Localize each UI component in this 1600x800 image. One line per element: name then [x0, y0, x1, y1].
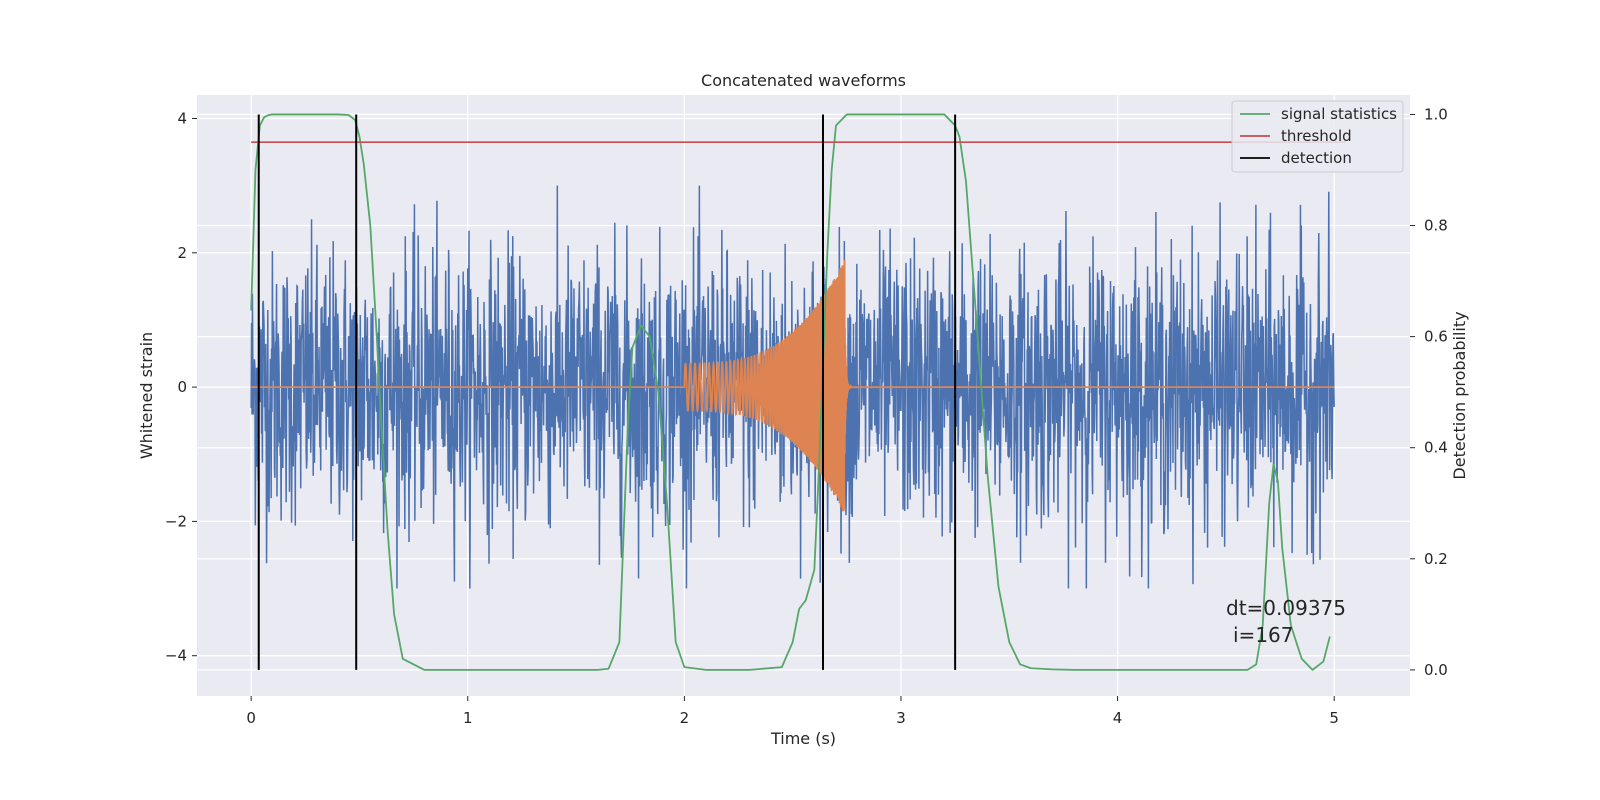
legend-label: detection — [1281, 149, 1352, 167]
legend-label: threshold — [1281, 127, 1352, 145]
x-tick-label: 5 — [1329, 709, 1339, 727]
ticks: 0 1 2 3 4 5 −4 −2 0 2 4 0.0 0.2 0.4 0.6 0.8 1.0 — [165, 105, 1448, 727]
template-series — [251, 259, 1335, 512]
y2-tick-label: 0.6 — [1424, 328, 1448, 346]
y-tick-label: −4 — [165, 647, 187, 665]
annotation-dt: dt=0.09375 — [1226, 596, 1346, 620]
y-tick-label: 0 — [177, 378, 187, 396]
y2-tick-label: 0.0 — [1424, 661, 1448, 679]
y2-tick-label: 0.8 — [1424, 217, 1448, 235]
chart-title: Concatenated waveforms — [701, 71, 906, 90]
y2-tick-label: 0.4 — [1424, 439, 1448, 457]
signal-statistics-line — [250, 113, 1331, 671]
data-layer — [250, 113, 1346, 671]
x-tick-label: 3 — [896, 709, 906, 727]
x-tick-label: 2 — [680, 709, 690, 727]
legend: signal statistics threshold detection — [1231, 100, 1404, 173]
x-tick-label: 0 — [246, 709, 256, 727]
y-axis-label: Whitened strain — [137, 332, 156, 459]
y-tick-label: 4 — [177, 110, 187, 128]
x-tick-label: 1 — [463, 709, 473, 727]
annotation-i: i=167 — [1233, 623, 1294, 647]
legend-box — [1231, 100, 1404, 173]
y-tick-label: −2 — [165, 512, 187, 530]
x-tick-label: 4 — [1113, 709, 1123, 727]
legend-label: signal statistics — [1281, 105, 1397, 123]
y-tick-label: 2 — [177, 244, 187, 262]
y2-axis-label: Detection probability — [1450, 311, 1469, 479]
y2-tick-label: 0.2 — [1424, 550, 1448, 568]
x-axis-label: Time (s) — [770, 729, 836, 748]
y2-tick-label: 1.0 — [1424, 105, 1448, 123]
